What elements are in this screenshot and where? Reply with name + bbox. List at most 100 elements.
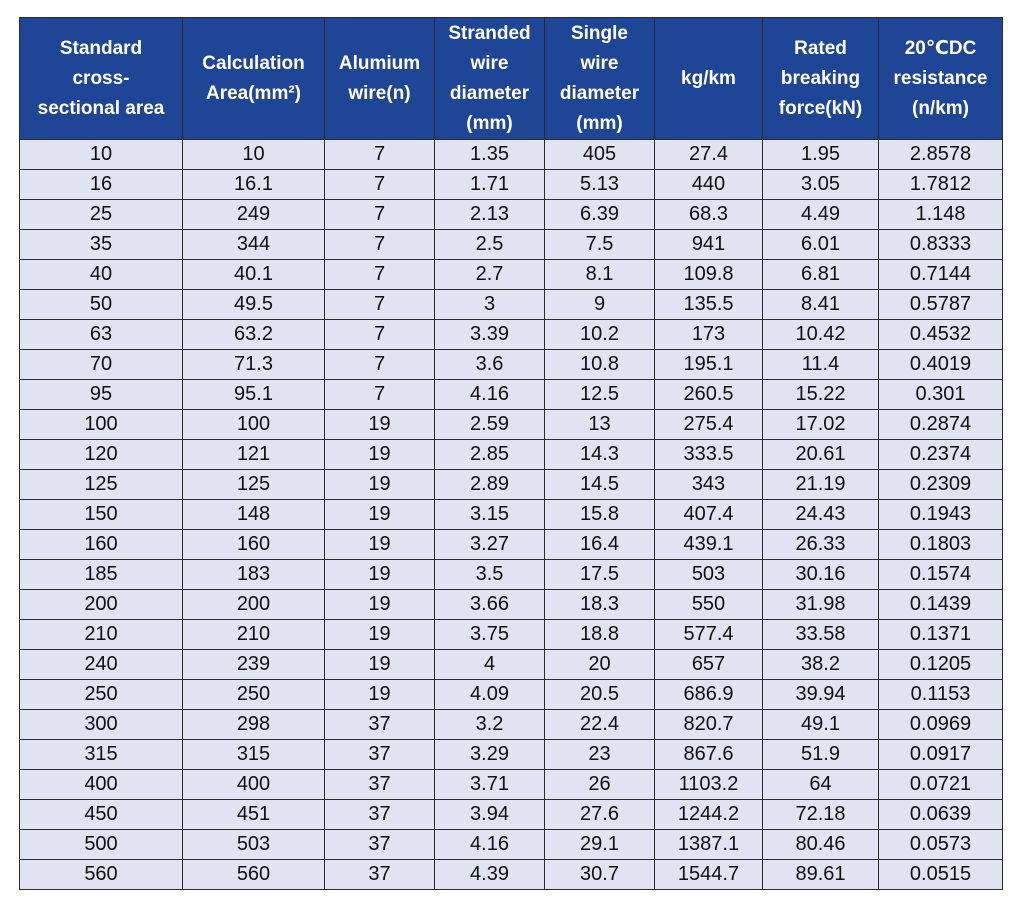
table-row: 25 249 7 2.13 6.39 68.3 4.49 1.148 bbox=[19, 199, 1003, 230]
cell-alumium-wire-count: 37 bbox=[324, 799, 435, 830]
cell-standard-area: 125 bbox=[19, 469, 183, 500]
cell-stranded-wire-diameter: 4 bbox=[434, 649, 545, 680]
cell-single-wire-diameter: 6.39 bbox=[544, 199, 655, 230]
cell-standard-area: 250 bbox=[19, 679, 183, 710]
cell-standard-area: 63 bbox=[19, 319, 183, 350]
cell-dc-resistance: 0.1574 bbox=[878, 559, 1003, 590]
table-row: 160 160 19 3.27 16.4 439.1 26.33 0.1803 bbox=[19, 529, 1003, 560]
cell-dc-resistance: 0.0721 bbox=[878, 769, 1003, 800]
cell-calculation-area: 315 bbox=[182, 739, 325, 770]
cell-standard-area: 95 bbox=[19, 379, 183, 410]
cell-stranded-wire-diameter: 3.71 bbox=[434, 769, 545, 800]
cell-calculation-area: 10 bbox=[182, 139, 325, 170]
cell-breaking-force: 64 bbox=[762, 769, 879, 800]
cell-stranded-wire-diameter: 3.75 bbox=[434, 619, 545, 650]
cell-stranded-wire-diameter: 2.5 bbox=[434, 229, 545, 260]
cell-dc-resistance: 0.8333 bbox=[878, 229, 1003, 260]
cell-calculation-area: 40.1 bbox=[182, 259, 325, 290]
cell-breaking-force: 15.22 bbox=[762, 379, 879, 410]
cell-weight: 260.5 bbox=[654, 379, 763, 410]
table-row: 120 121 19 2.85 14.3 333.5 20.61 0.2374 bbox=[19, 439, 1003, 470]
cell-standard-area: 100 bbox=[19, 409, 183, 440]
cable-spec-sheet: Standard cross- sectional area Calculati… bbox=[19, 17, 1003, 890]
cell-breaking-force: 51.9 bbox=[762, 739, 879, 770]
table-row: 100 100 19 2.59 13 275.4 17.02 0.2874 bbox=[19, 409, 1003, 440]
cell-weight: 439.1 bbox=[654, 529, 763, 560]
cell-single-wire-diameter: 26 bbox=[544, 769, 655, 800]
cell-breaking-force: 10.42 bbox=[762, 319, 879, 350]
cell-calculation-area: 503 bbox=[182, 829, 325, 860]
cell-dc-resistance: 1.148 bbox=[878, 199, 1003, 230]
cell-standard-area: 400 bbox=[19, 769, 183, 800]
cell-calculation-area: 400 bbox=[182, 769, 325, 800]
cell-stranded-wire-diameter: 4.16 bbox=[434, 829, 545, 860]
cell-weight: 577.4 bbox=[654, 619, 763, 650]
table-row: 250 250 19 4.09 20.5 686.9 39.94 0.1153 bbox=[19, 679, 1003, 710]
cell-stranded-wire-diameter: 2.59 bbox=[434, 409, 545, 440]
cell-calculation-area: 148 bbox=[182, 499, 325, 530]
cell-calculation-area: 249 bbox=[182, 199, 325, 230]
cell-alumium-wire-count: 37 bbox=[324, 709, 435, 740]
cell-standard-area: 120 bbox=[19, 439, 183, 470]
cell-single-wire-diameter: 15.8 bbox=[544, 499, 655, 530]
cell-alumium-wire-count: 7 bbox=[324, 319, 435, 350]
cell-alumium-wire-count: 7 bbox=[324, 199, 435, 230]
table-row: 300 298 37 3.2 22.4 820.7 49.1 0.0969 bbox=[19, 709, 1003, 740]
cell-single-wire-diameter: 20.5 bbox=[544, 679, 655, 710]
cell-breaking-force: 4.49 bbox=[762, 199, 879, 230]
cell-stranded-wire-diameter: 2.13 bbox=[434, 199, 545, 230]
table-row: 95 95.1 7 4.16 12.5 260.5 15.22 0.301 bbox=[19, 379, 1003, 410]
cell-alumium-wire-count: 37 bbox=[324, 859, 435, 890]
cell-standard-area: 50 bbox=[19, 289, 183, 320]
cell-standard-area: 25 bbox=[19, 199, 183, 230]
cell-breaking-force: 6.81 bbox=[762, 259, 879, 290]
cell-dc-resistance: 0.1205 bbox=[878, 649, 1003, 680]
cell-weight: 27.4 bbox=[654, 139, 763, 170]
cell-dc-resistance: 2.8578 bbox=[878, 139, 1003, 170]
cell-alumium-wire-count: 7 bbox=[324, 229, 435, 260]
cell-standard-area: 450 bbox=[19, 799, 183, 830]
cell-weight: 135.5 bbox=[654, 289, 763, 320]
cell-weight: 173 bbox=[654, 319, 763, 350]
cell-calculation-area: 71.3 bbox=[182, 349, 325, 380]
cell-alumium-wire-count: 7 bbox=[324, 139, 435, 170]
cell-dc-resistance: 0.7144 bbox=[878, 259, 1003, 290]
cell-stranded-wire-diameter: 4.16 bbox=[434, 379, 545, 410]
cell-dc-resistance: 0.1153 bbox=[878, 679, 1003, 710]
cell-calculation-area: 200 bbox=[182, 589, 325, 620]
cell-standard-area: 240 bbox=[19, 649, 183, 680]
cell-breaking-force: 89.61 bbox=[762, 859, 879, 890]
cell-weight: 503 bbox=[654, 559, 763, 590]
cell-standard-area: 200 bbox=[19, 589, 183, 620]
cell-weight: 550 bbox=[654, 589, 763, 620]
cell-alumium-wire-count: 19 bbox=[324, 619, 435, 650]
cell-weight: 407.4 bbox=[654, 499, 763, 530]
cell-standard-area: 315 bbox=[19, 739, 183, 770]
cell-dc-resistance: 0.2874 bbox=[878, 409, 1003, 440]
cell-single-wire-diameter: 9 bbox=[544, 289, 655, 320]
cell-single-wire-diameter: 22.4 bbox=[544, 709, 655, 740]
cell-weight: 686.9 bbox=[654, 679, 763, 710]
cell-standard-area: 10 bbox=[19, 139, 183, 170]
cell-standard-area: 16 bbox=[19, 169, 183, 200]
cell-single-wire-diameter: 23 bbox=[544, 739, 655, 770]
table-row: 63 63.2 7 3.39 10.2 173 10.42 0.4532 bbox=[19, 319, 1003, 350]
cell-calculation-area: 125 bbox=[182, 469, 325, 500]
cell-dc-resistance: 0.0917 bbox=[878, 739, 1003, 770]
cell-alumium-wire-count: 19 bbox=[324, 679, 435, 710]
cell-alumium-wire-count: 19 bbox=[324, 529, 435, 560]
cell-single-wire-diameter: 18.8 bbox=[544, 619, 655, 650]
cell-breaking-force: 33.58 bbox=[762, 619, 879, 650]
cell-stranded-wire-diameter: 3.39 bbox=[434, 319, 545, 350]
table-row: 200 200 19 3.66 18.3 550 31.98 0.1439 bbox=[19, 589, 1003, 620]
cell-stranded-wire-diameter: 1.71 bbox=[434, 169, 545, 200]
cell-single-wire-diameter: 7.5 bbox=[544, 229, 655, 260]
cell-weight: 440 bbox=[654, 169, 763, 200]
cell-stranded-wire-diameter: 1.35 bbox=[434, 139, 545, 170]
cell-calculation-area: 63.2 bbox=[182, 319, 325, 350]
cell-alumium-wire-count: 37 bbox=[324, 829, 435, 860]
cell-stranded-wire-diameter: 3.6 bbox=[434, 349, 545, 380]
cell-breaking-force: 8.41 bbox=[762, 289, 879, 320]
cell-stranded-wire-diameter: 3.15 bbox=[434, 499, 545, 530]
cell-single-wire-diameter: 29.1 bbox=[544, 829, 655, 860]
